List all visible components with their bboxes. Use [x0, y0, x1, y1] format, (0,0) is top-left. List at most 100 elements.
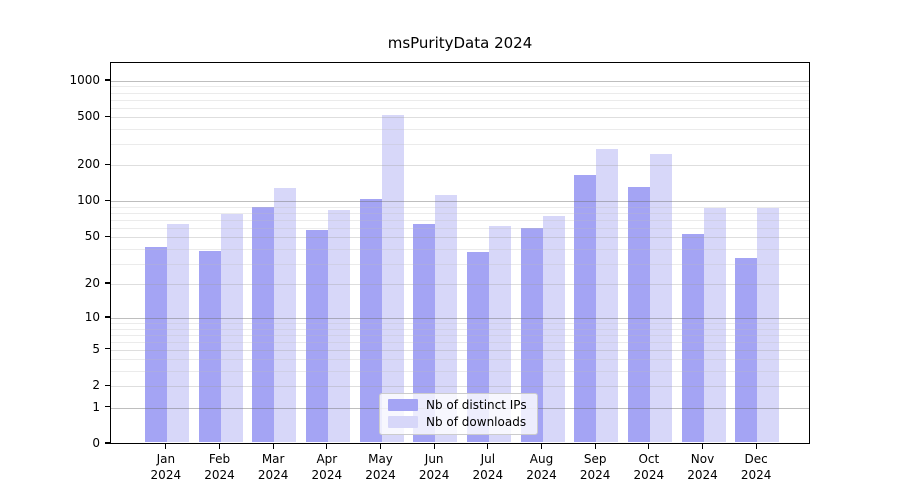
x-tick-mark-jan — [165, 444, 167, 449]
gridline-400 — [111, 129, 809, 131]
x-tick-label-jun: Jun 2024 — [406, 451, 462, 483]
bar-oct-downloads — [649, 153, 672, 442]
x-tick-label-jan: Jan 2024 — [138, 451, 194, 483]
x-tick-year: 2024 — [150, 468, 182, 482]
bar-nov-distinct-ips — [681, 234, 704, 442]
x-tick-month: Mar — [261, 452, 285, 466]
gridline-800 — [111, 92, 809, 94]
y-tick-mark-2 — [104, 384, 110, 386]
legend-label-distinct-ips: Nb of distinct IPs — [426, 398, 527, 412]
y-tick-label-100: 100 — [77, 193, 100, 208]
gridline-20 — [111, 284, 809, 285]
gridline-1000 — [111, 80, 809, 82]
bar-nov-downloads — [703, 207, 726, 442]
x-tick-year: 2024 — [526, 468, 557, 482]
gridline-9 — [111, 323, 809, 324]
x-tick-mark-jul — [487, 444, 489, 449]
y-tick-mark-100 — [104, 199, 110, 202]
x-tick-year: 2024 — [365, 468, 396, 482]
x-tick-year: 2024 — [687, 468, 718, 482]
gridline-40 — [111, 248, 809, 250]
chart-title: msPurityData 2024 — [387, 34, 533, 52]
bar-feb-distinct-ips — [198, 250, 221, 442]
y-tick-label-1: 1 — [92, 399, 100, 414]
bar-sep-distinct-ips — [574, 174, 597, 442]
gridline-3 — [111, 371, 809, 373]
x-tick-year: 2024 — [740, 468, 772, 482]
bar-sep-downloads — [596, 148, 619, 442]
x-tick-month: Oct — [638, 452, 660, 466]
x-tick-label-apr: Apr 2024 — [299, 451, 355, 483]
x-tick-mark-feb — [218, 444, 221, 449]
x-tick-month: Jun — [424, 452, 444, 466]
y-tick-label-2: 2 — [92, 378, 100, 393]
x-tick-label-jul: Jul 2024 — [460, 451, 516, 483]
x-tick-mark-may — [379, 444, 382, 449]
bar-jan-distinct-ips — [144, 246, 167, 442]
gridline-200 — [111, 165, 809, 167]
x-tick-mark-dec — [755, 444, 757, 449]
x-tick-label-aug: Aug 2024 — [514, 451, 570, 483]
y-tick-mark-500 — [104, 115, 110, 117]
y-tick-mark-0 — [104, 442, 110, 444]
bar-oct-distinct-ips — [627, 186, 650, 442]
gridline-500 — [111, 117, 809, 119]
y-tick-mark-10 — [104, 316, 110, 318]
bar-may-distinct-ips — [359, 199, 382, 442]
gridline-7 — [111, 334, 809, 336]
bar-jun-distinct-ips — [413, 224, 436, 442]
y-tick-label-5: 5 — [92, 341, 100, 356]
y-tick-mark-1 — [104, 405, 110, 408]
legend-label-downloads: Nb of downloads — [426, 415, 527, 429]
x-tick-year: 2024 — [579, 468, 611, 482]
legend-item-distinct-ips: Nb of distinct IPs — [388, 398, 527, 412]
x-tick-year: 2024 — [472, 468, 504, 482]
y-tick-mark-5 — [104, 348, 110, 350]
gridline-300 — [111, 144, 809, 146]
legend-swatch-distinct-ips-icon — [388, 399, 418, 411]
x-tick-month: Jan — [156, 452, 176, 466]
gridline-50 — [111, 237, 809, 239]
gridline-600 — [111, 107, 809, 109]
x-tick-year: 2024 — [311, 468, 343, 482]
y-tick-label-500: 500 — [77, 109, 100, 124]
x-tick-year: 2024 — [257, 468, 289, 482]
x-tick-month: Jul — [480, 452, 496, 466]
x-tick-mark-oct — [648, 444, 650, 449]
y-tick-mark-1000 — [104, 79, 110, 81]
y-tick-label-10: 10 — [84, 309, 100, 324]
x-tick-mark-jun — [433, 444, 435, 449]
x-tick-month: Dec — [744, 452, 768, 466]
y-tick-label-0: 0 — [92, 436, 100, 450]
x-tick-year: 2024 — [204, 468, 235, 482]
x-tick-month: Apr — [316, 452, 338, 466]
x-tick-label-nov: Nov 2024 — [675, 451, 731, 483]
bar-dec-distinct-ips — [735, 258, 758, 442]
y-tick-mark-20 — [104, 282, 110, 284]
bar-aug-distinct-ips — [520, 227, 543, 442]
x-tick-mark-sep — [594, 444, 596, 449]
bar-aug-downloads — [542, 215, 565, 442]
y-tick-label-200: 200 — [77, 157, 100, 172]
legend-item-downloads: Nb of downloads — [388, 415, 527, 429]
x-tick-mark-aug — [540, 444, 543, 449]
legend: Nb of distinct IPs Nb of downloads — [379, 393, 538, 435]
gridline-70 — [111, 219, 809, 221]
x-tick-label-oct: Oct 2024 — [621, 451, 677, 483]
y-tick-mark-200 — [104, 163, 110, 165]
legend-swatch-downloads-icon — [388, 416, 418, 428]
bar-jul-downloads — [488, 225, 511, 442]
plot-area: Nb of distinct IPs Nb of downloads — [110, 62, 810, 444]
gridline-100 — [111, 201, 809, 203]
gridline-90 — [111, 206, 809, 208]
x-tick-month: Aug — [529, 452, 554, 466]
bar-feb-downloads — [220, 214, 243, 442]
bar-mar-distinct-ips — [252, 207, 275, 442]
bar-dec-downloads — [757, 207, 780, 442]
bar-jan-downloads — [166, 224, 189, 442]
gridline-30 — [111, 263, 809, 265]
gridline-80 — [111, 213, 809, 215]
y-tick-label-1000: 1000 — [69, 72, 100, 87]
bar-mar-downloads — [274, 187, 297, 442]
